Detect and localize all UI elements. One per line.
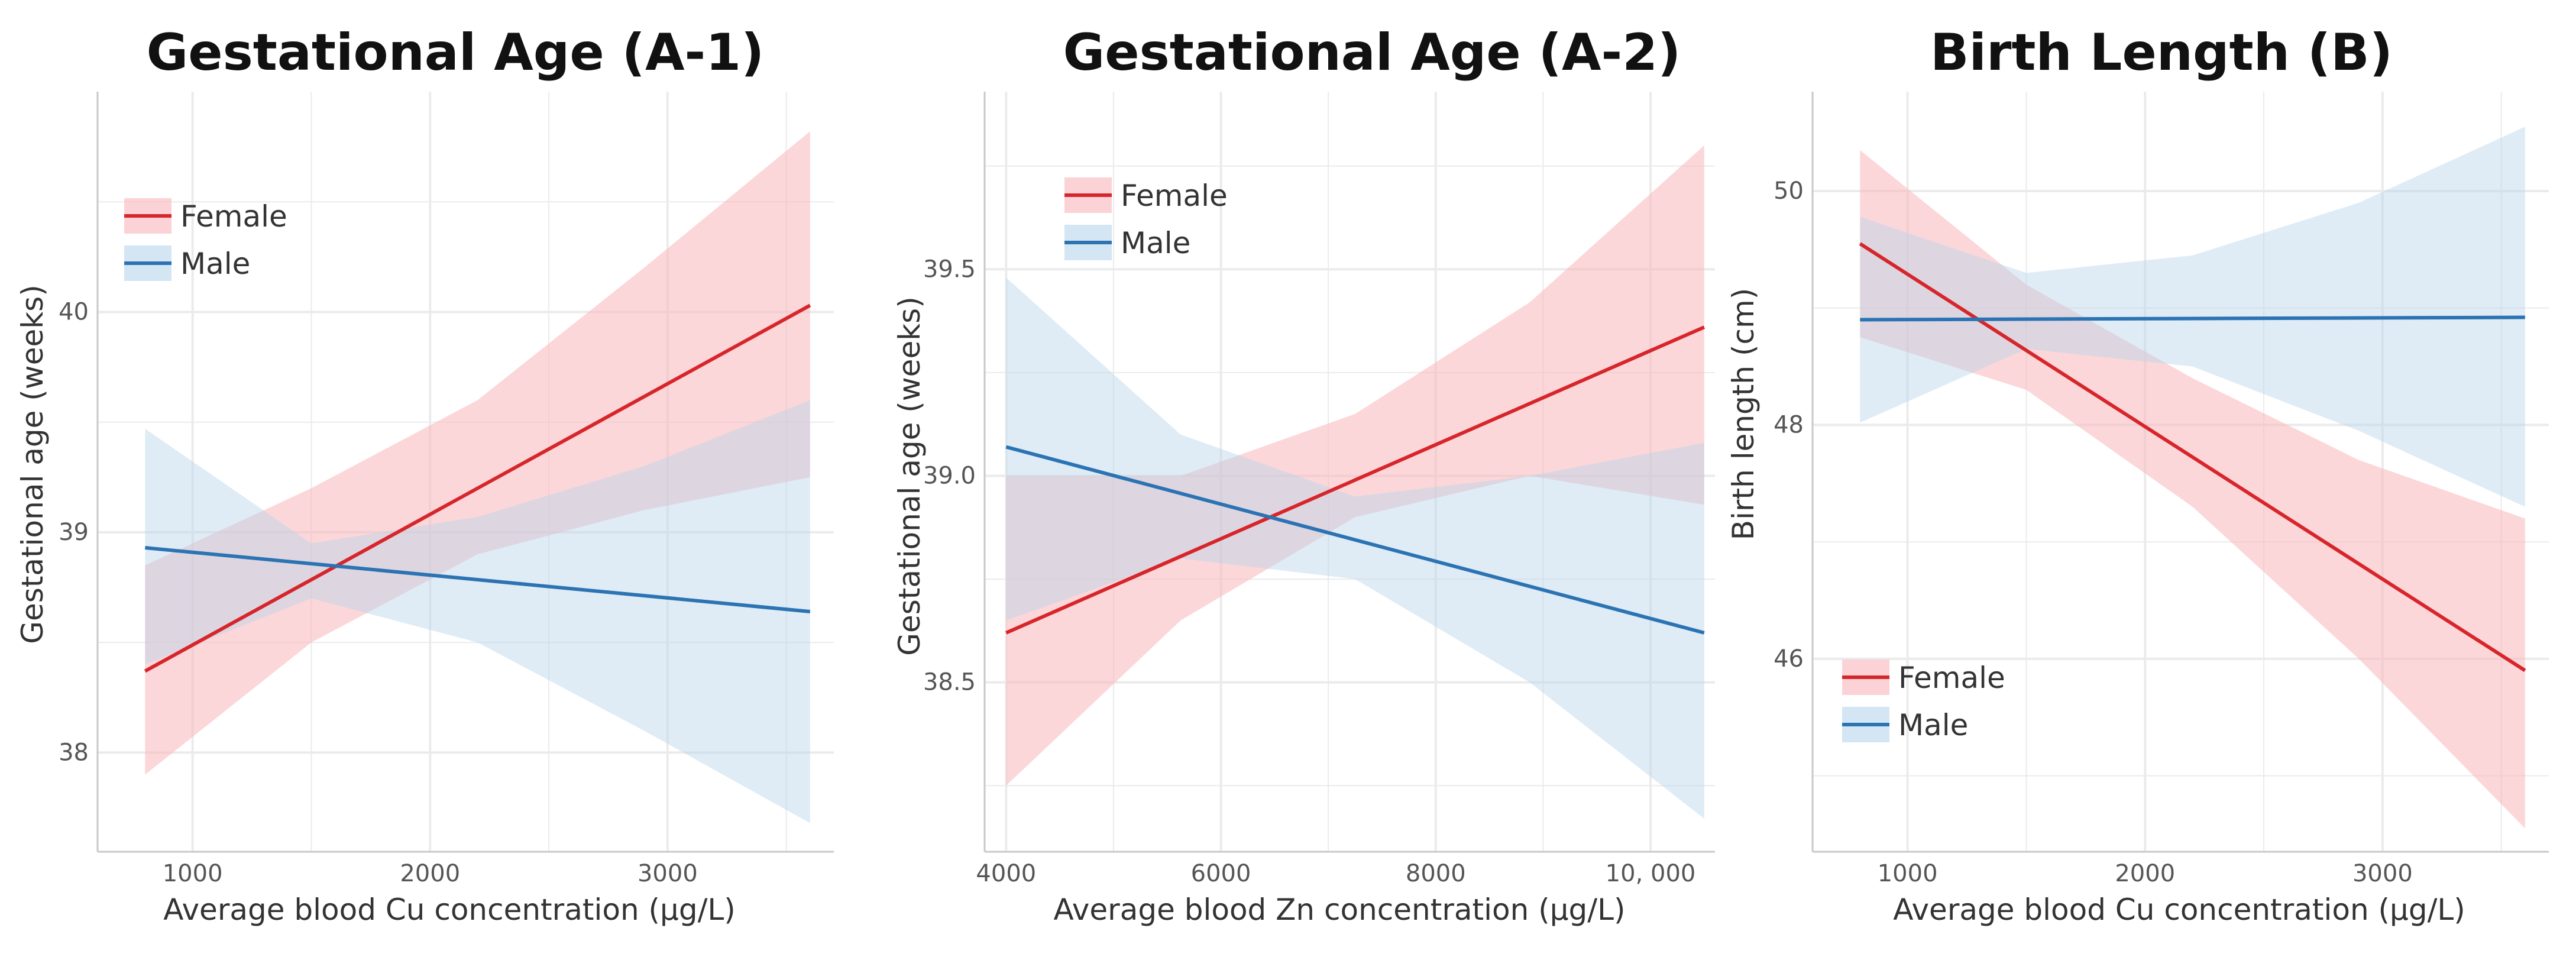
panel-a1-legend-male-label: Male (180, 247, 250, 281)
panel-a1: Gestational Age (A-1) 38 39 40 1000 2000… (15, 23, 834, 927)
panel-a1-ytick-39: 39 (59, 519, 89, 546)
panel-a1-xtick-1000: 1000 (163, 860, 223, 887)
panel-a1-y-axis-title: Gestational age (weeks) (15, 285, 50, 644)
panel-a2-ytick-39-5: 39.5 (923, 256, 976, 283)
panel-a2-male-ci-band (1006, 277, 1704, 819)
panel-a2: Gestational Age (A-2) 38.5 39.0 39.5 400… (892, 23, 1715, 927)
panel-b-xtick-2000: 2000 (2115, 860, 2175, 887)
panel-a2-legend-male-label: Male (1121, 226, 1190, 260)
panel-a1-female-line (144, 303, 811, 673)
panel-a1-xtick-2000: 2000 (400, 860, 460, 887)
panel-a2-legend: Female Male (1064, 177, 1228, 260)
panel-a1-x-axis-title: Average blood Cu concentration (µg/L) (163, 893, 736, 927)
panel-b-xtick-1000: 1000 (1878, 860, 1938, 887)
panel-b-x-axis-title: Average blood Cu concentration (µg/L) (1893, 893, 2465, 927)
panel-a2-ytick-38-5: 38.5 (923, 669, 976, 696)
panel-a2-legend-female-label: Female (1121, 179, 1228, 213)
panel-a1-male-line (145, 546, 811, 614)
panel-a1-xtick-3000: 3000 (637, 860, 698, 887)
panel-b-ytick-46: 46 (1774, 645, 1804, 673)
panel-a1-ytick-38: 38 (59, 739, 89, 766)
panel-a2-x-axis-title: Average blood Zn concentration (µg/L) (1054, 893, 1626, 927)
panel-a2-xtick-4000: 4000 (976, 860, 1036, 887)
panel-a2-title: Gestational Age (A-2) (1063, 23, 1681, 82)
panel-a1-female-ci-band (145, 131, 810, 775)
panel-a2-xtick-8000: 8000 (1406, 860, 1466, 887)
panel-a2-female-ci-band (1006, 145, 1704, 786)
panel-b-legend-female-label: Female (1898, 661, 2005, 695)
panel-b-legend: Female Male (1842, 660, 2005, 742)
panel-a1-legend-female-label: Female (180, 199, 287, 234)
panel-a2-xtick-6000: 6000 (1191, 860, 1251, 887)
panel-b-legend-male-label: Male (1898, 708, 1968, 742)
panel-a2-female-line (1005, 325, 1706, 635)
panel-a1-legend: Female Male (124, 198, 287, 281)
panel-b-male-line (1860, 315, 2525, 322)
panel-a1-male-ci-band (145, 400, 810, 823)
panel-b: Birth Length (B) 46 48 50 1000 2000 3000… (1726, 23, 2549, 927)
panel-a2-ytick-39-0: 39.0 (923, 462, 976, 489)
panel-b-xtick-3000: 3000 (2352, 860, 2413, 887)
panel-b-y-axis-title: Birth length (cm) (1726, 288, 1761, 540)
panel-a2-y-axis-title: Gestational age (weeks) (892, 296, 927, 655)
panel-a2-xtick-10000: 10, 000 (1606, 860, 1696, 887)
panel-b-ytick-48: 48 (1774, 411, 1804, 438)
panel-a1-title: Gestational Age (A-1) (147, 23, 765, 82)
panel-a2-male-line (1005, 445, 1705, 635)
panel-b-ytick-50: 50 (1774, 177, 1804, 205)
panel-a1-ytick-40: 40 (59, 298, 89, 325)
panel-b-female-line (1859, 242, 2526, 673)
panel-b-title: Birth Length (B) (1930, 23, 2393, 82)
